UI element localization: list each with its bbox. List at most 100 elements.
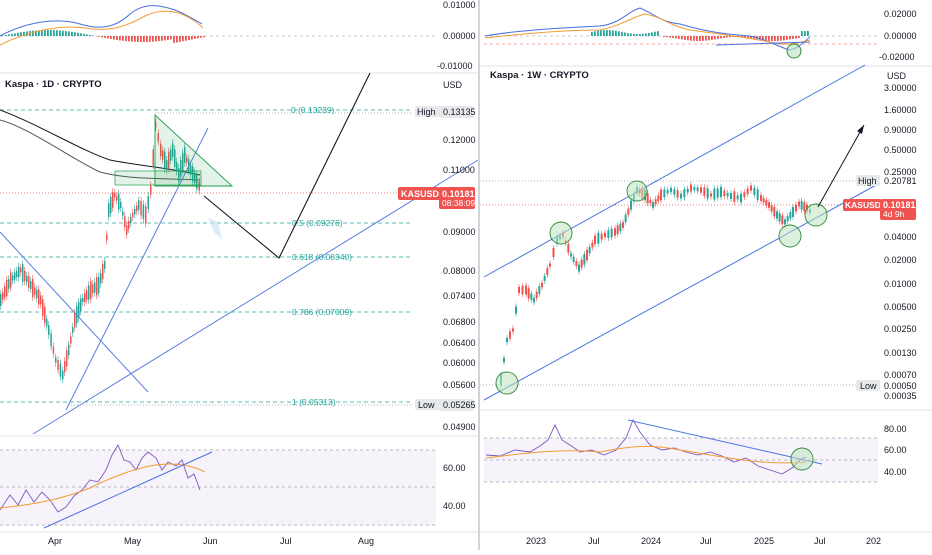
macd-bar [723,36,725,38]
candle-body [518,287,520,293]
candle-body [753,188,755,195]
candle-body [795,205,797,212]
macd-bar [59,30,61,36]
candle-body [20,268,22,273]
left-rsi-axis-0: 60.00 [443,463,466,473]
candle-body [538,286,540,294]
candle-body [667,190,669,193]
macd-bar [149,36,151,42]
right-price-tick: 3.00000 [884,83,917,93]
candle-body [26,276,28,283]
candle-body [32,279,34,297]
fib-label-3: 0.786 (0.07009) [292,307,352,317]
candle-body [145,206,147,223]
right-price-tick: 0.90000 [884,125,917,135]
right-price-tick: 0.00130 [884,348,917,358]
macd-bar [146,36,148,42]
macd-bar [101,36,103,37]
right-time-2: 2024 [641,536,661,546]
candle-body [541,283,543,287]
candle-body [66,350,68,366]
macd-bar [615,31,617,36]
left-price-tick: 0.08000 [443,266,476,276]
macd-bar [795,36,797,38]
candle-body [525,286,527,295]
left-high-value: 0.13135 [443,107,476,117]
candle-body [120,202,122,208]
right-price-tick: 1.60000 [884,105,917,115]
candle-body [622,222,624,228]
macd-bar [179,36,181,42]
candle-body [660,190,662,201]
right-price-tick: 0.00250 [884,324,917,334]
macd-bar [597,31,599,36]
macd-bar [161,36,163,41]
macd-bar [185,36,187,41]
candle-body [768,202,770,208]
candle-body [737,195,739,199]
candle-body [150,185,152,194]
macd-bar [50,30,52,36]
candle-body [74,313,76,328]
candle-body [792,207,794,217]
macd-bar [642,34,644,36]
right-time-axis: 2023 Jul 2024 Jul 2025 Jul 202 [480,532,932,546]
macd-bar [116,36,118,40]
candle-body [106,234,108,240]
macd-bar [609,30,611,36]
candle-body [591,243,593,248]
macd-bar [137,36,139,42]
candle-body [586,250,588,261]
candle-body [143,204,145,218]
macd-bar [768,36,770,41]
candle-body [122,211,124,216]
macd-bar [594,31,596,36]
candle-body [730,193,732,199]
macd-bar [194,36,196,39]
macd-bar [720,36,722,38]
macd-bar [128,36,130,41]
candle-body [619,223,621,231]
candle-body [680,194,682,199]
macd-bar [158,36,160,41]
candle-body [627,209,629,215]
macd-bar [53,30,55,36]
macd-bar [47,30,49,36]
macd-bar [663,36,665,37]
fib-label-1: 0.5 (0.09276) [292,218,343,228]
macd-bar [170,36,172,39]
left-macd-pane: 0.01000 0.00000 -0.01000 [0,0,476,71]
right-macd-axis-1: 0.00000 [884,31,917,41]
macd-bar [122,36,124,41]
macd-bar [672,36,674,38]
right-price-tick: 0.00070 [884,370,917,380]
candle-body [589,247,591,253]
macd-bar [693,36,695,41]
candle-body [522,286,524,294]
candle-body [765,200,767,206]
left-price-tick: 0.05600 [443,380,476,390]
fib-label-0: 0 (0.13239) [291,105,335,115]
candle-body [549,263,551,266]
macd-bar [771,36,773,41]
macd-bar [729,36,731,37]
candle-body [512,328,514,331]
left-rsi-pane: 60.00 40.00 [0,445,466,528]
macd-bar [41,30,43,36]
right-rsi-axis-1: 60.00 [884,445,907,455]
macd-bar [807,31,809,36]
candle-body [750,185,752,190]
candle-body [503,358,505,362]
candle-body [132,213,134,217]
macd-bar [798,36,800,38]
right-price-tick: 0.04000 [884,232,917,242]
candle-body [700,187,702,192]
candle-body [533,298,535,302]
candle-body [625,215,627,223]
macd-bar [71,32,73,36]
macd-bar [633,34,635,36]
candle-body [594,236,596,245]
candle-body [693,187,695,190]
macd-bar [107,36,109,38]
